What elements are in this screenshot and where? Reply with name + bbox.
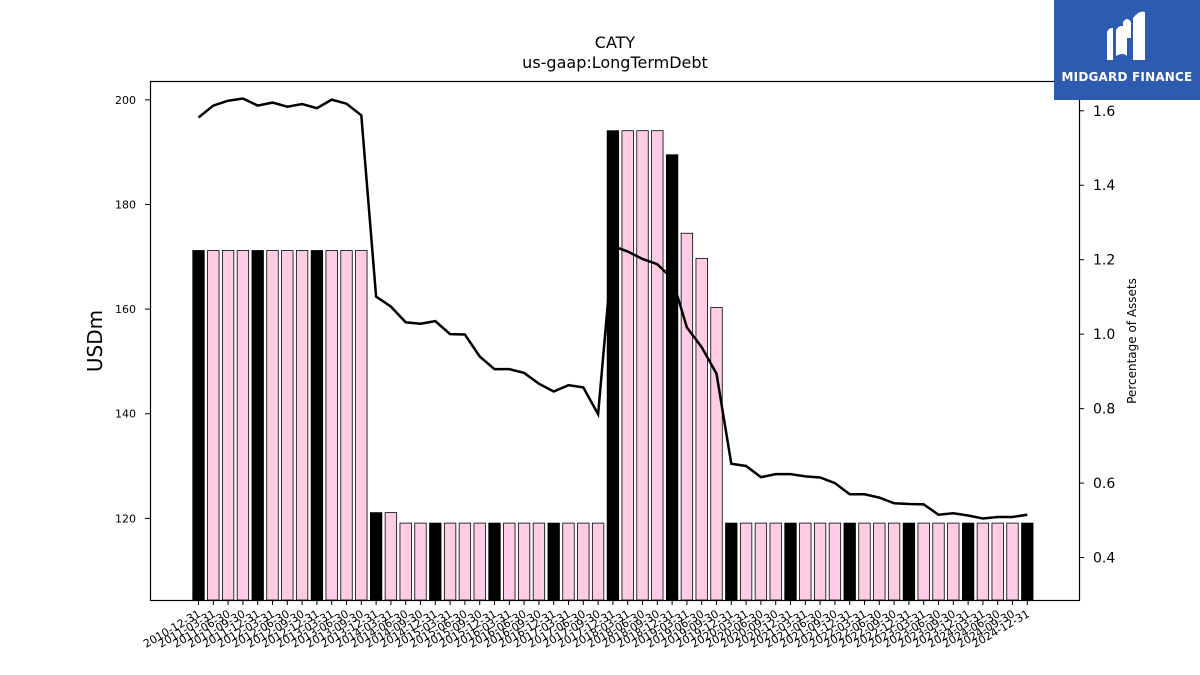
bar-2022-09-30	[887, 522, 901, 601]
bar-2017-06-30	[577, 522, 590, 601]
bar-2024-06-30	[991, 522, 1004, 601]
bar-2020-09-30	[769, 522, 782, 601]
bar-2019-12-31	[725, 522, 738, 601]
bar-2023-12-31	[961, 522, 975, 601]
bar-2017-12-31	[606, 130, 620, 601]
bar-2011-06-30	[221, 250, 235, 601]
x-axis: 2010-12-312011-03-312011-06-302011-09-30…	[141, 600, 1032, 651]
y-right-tick-label: 1.4	[1093, 178, 1115, 194]
bar-2018-12-31	[665, 154, 679, 601]
bar-2023-09-30	[947, 522, 960, 601]
y-tick-label: 120	[115, 512, 136, 525]
bar-2021-12-31	[843, 522, 856, 601]
y-tick-label: 160	[115, 303, 136, 316]
bar-2015-03-31	[443, 522, 457, 601]
bar-2015-12-31	[488, 522, 501, 601]
bar-2017-03-31	[562, 522, 575, 601]
bar-2018-09-30	[651, 130, 664, 601]
brand-logo: MIDGARD FINANCE	[1054, 0, 1200, 100]
bar-2011-12-31	[251, 250, 264, 601]
bar-2014-03-31	[384, 512, 398, 601]
bar-2010-12-31	[192, 250, 205, 601]
y-axis-label: USDm	[83, 310, 107, 372]
chart-title: CATY	[595, 33, 636, 52]
bar-2015-06-30	[458, 522, 472, 601]
bar-2011-09-30	[236, 250, 250, 601]
bar-2018-03-31	[621, 130, 634, 601]
bar-2021-06-30	[813, 522, 827, 601]
y-right-tick-label: 0.8	[1093, 402, 1115, 418]
y-right-tick-label: 0.6	[1093, 476, 1115, 492]
y-axis-left: 120 140 160 180 200	[115, 94, 150, 525]
bar-2011-03-31	[207, 250, 220, 601]
bar-2013-09-30	[355, 250, 368, 601]
series-line-percentage-of-assets	[197, 97, 1028, 520]
y-right-tick-label: 1.2	[1093, 253, 1115, 269]
bar-2018-06-30	[636, 130, 649, 601]
bar-2012-09-30	[295, 250, 309, 601]
bar-2016-09-30	[532, 522, 546, 601]
y-right-tick-label: 1.6	[1093, 104, 1115, 120]
bar-2016-03-31	[503, 522, 516, 601]
bar-2023-06-30	[932, 522, 945, 601]
y-right-tick-label: 1.0	[1093, 327, 1115, 343]
bar-2024-03-31	[976, 522, 990, 601]
bar-2015-09-30	[473, 522, 486, 601]
bar-2019-03-31	[680, 232, 694, 601]
bar-2022-06-30	[873, 522, 886, 601]
bar-2021-03-31	[799, 522, 812, 601]
bar-2014-09-30	[414, 522, 427, 601]
bar-2016-06-30	[517, 522, 531, 601]
chart-subtitle: us-gaap:LongTermDebt	[522, 53, 708, 72]
bar-2024-09-30	[1006, 522, 1019, 601]
bar-2023-03-31	[917, 522, 930, 601]
bar-2013-06-30	[340, 250, 353, 601]
bar-2017-09-30	[591, 522, 605, 601]
y-tick-label: 140	[115, 408, 136, 421]
bar-2021-09-30	[828, 522, 842, 601]
bar-2012-12-31	[310, 250, 324, 601]
bar-2014-06-30	[399, 522, 412, 601]
y-right-tick-label: 0.4	[1093, 551, 1115, 567]
bar-2012-06-30	[281, 250, 294, 601]
bar-2020-12-31	[784, 522, 797, 601]
y-axis-right-label: Percentage of Assets	[1125, 278, 1139, 404]
plot-frame	[149, 80, 1081, 602]
bar-2012-03-31	[266, 250, 279, 601]
bar-2019-06-30	[695, 257, 708, 601]
bar-2013-03-31	[325, 250, 338, 601]
bar-2022-03-31	[858, 522, 871, 601]
bar-2024-12-31	[1021, 522, 1034, 601]
y-axis-right: 0.4 0.6 0.8 1.0 1.2 1.4 1.6	[1079, 104, 1115, 567]
bar-2022-12-31	[902, 522, 916, 601]
logo-text: MIDGARD FINANCE	[1061, 70, 1193, 84]
bar-2020-06-30	[754, 522, 768, 601]
bar-2019-09-30	[710, 307, 723, 601]
midgard-logo-icon	[1107, 11, 1145, 61]
bar-2013-12-31	[369, 512, 383, 601]
bar-2016-12-31	[547, 522, 560, 601]
bar-2014-12-31	[429, 522, 442, 601]
bar-2020-03-31	[739, 522, 753, 601]
y-tick-label: 180	[115, 198, 136, 211]
bars-layer	[192, 130, 1034, 601]
y-tick-label: 200	[115, 94, 136, 107]
